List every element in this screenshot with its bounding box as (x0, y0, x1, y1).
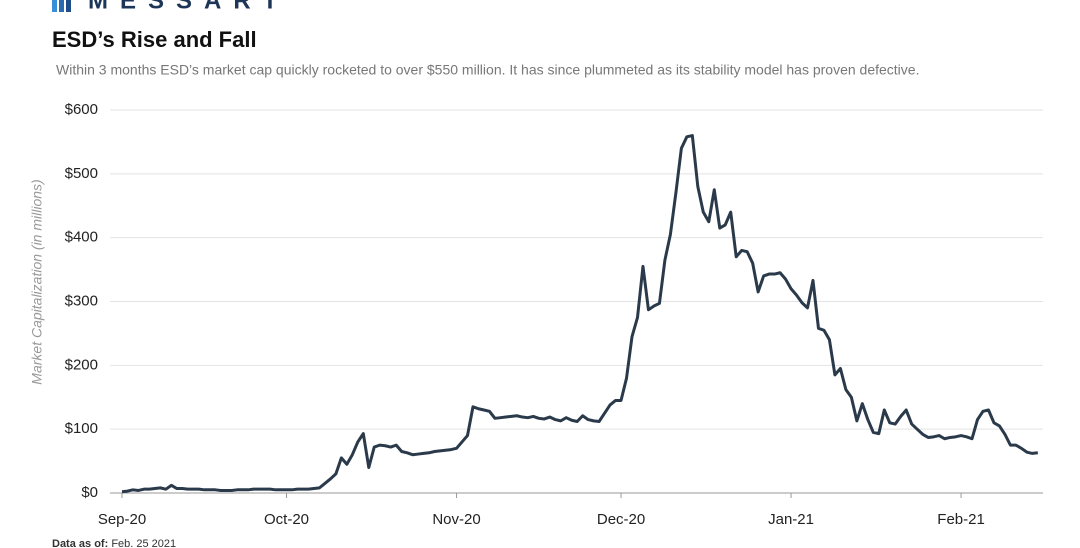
x-tick-label: Feb-21 (937, 511, 985, 528)
x-tick-label: Jan-21 (768, 511, 814, 528)
footer-label: Data as of: (52, 538, 108, 548)
y-axis-label: Market Capitalization (in millions) (29, 179, 45, 384)
footer: Data as of: Feb. 25 2021 (52, 538, 176, 548)
logo-bar (59, 0, 64, 12)
y-tick-label: $100 (65, 420, 98, 437)
series-line (121, 134, 1039, 494)
y-tick-label: $400 (65, 229, 98, 246)
x-tick-label: Oct-20 (264, 511, 309, 528)
brand: MESSART (88, 0, 289, 14)
chart-title: ESD’s Rise and Fall (52, 27, 257, 52)
chart-subtitle: Within 3 months ESD’s market cap quickly… (56, 62, 919, 78)
x-tick-label: Nov-20 (432, 511, 480, 528)
y-tick-label: $300 (65, 292, 98, 309)
y-tick-label: $0 (81, 484, 98, 501)
y-tick-label: $200 (65, 356, 98, 373)
logo-bar (52, 0, 57, 12)
x-tick-label: Dec-20 (597, 511, 645, 528)
y-tick-label: $500 (65, 165, 98, 182)
footer-date: Feb. 25 2021 (111, 538, 176, 548)
logo-bar (66, 0, 71, 12)
x-tick-label: Sep-20 (98, 511, 146, 528)
y-tick-label: $600 (65, 101, 98, 118)
logo: MESSART (52, 0, 289, 14)
